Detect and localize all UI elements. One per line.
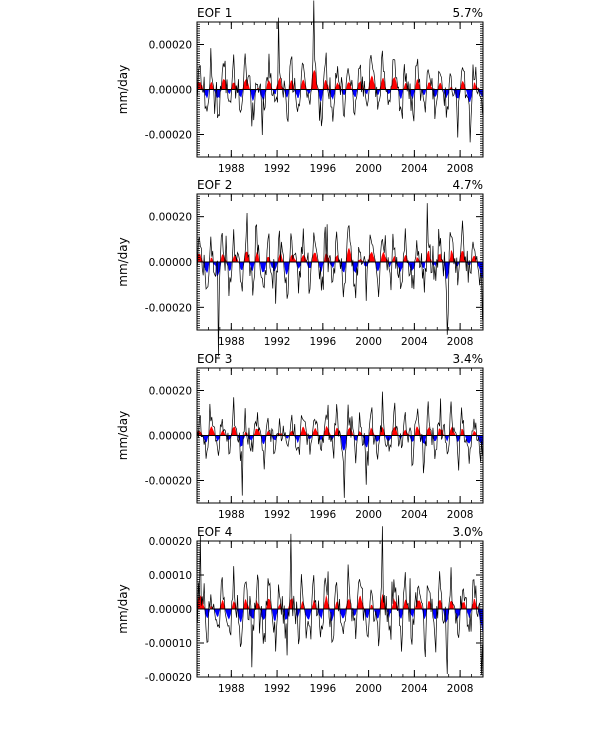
x-tick-label: 2000 — [355, 683, 382, 695]
y-tick-label: 0.00020 — [149, 386, 192, 398]
panel-title: EOF 2 — [197, 178, 232, 192]
x-tick-label: 1996 — [309, 163, 336, 175]
x-tick-label: 1992 — [264, 509, 291, 521]
y-tick-label: -0.00020 — [145, 130, 192, 142]
eof-panel-1: -0.00020 0.00000 0.00020 1988 1992 1996 2000 20… — [116, 0, 484, 175]
series-line — [197, 391, 483, 498]
y-tick-label: -0.00020 — [145, 476, 192, 488]
x-tick-label: 2008 — [447, 163, 474, 175]
x-tick-label: 1996 — [309, 683, 336, 695]
x-tick-label: 2000 — [355, 336, 382, 348]
positive-area — [197, 594, 483, 609]
x-tick-label: 2004 — [401, 163, 428, 175]
eof-panel-3: -0.00020 0.00000 0.00020 1988 1992 1996 2000 20… — [116, 352, 484, 521]
panel-title: EOF 3 — [197, 352, 232, 366]
variance-label: 5.7% — [453, 6, 484, 20]
variance-label: 4.7% — [453, 178, 484, 192]
y-axis-label: mm/day — [116, 584, 130, 634]
y-tick-label: 0.00000 — [149, 604, 192, 616]
negative-area — [197, 89, 483, 102]
y-axis-label: mm/day — [116, 65, 130, 115]
y-tick-label: 0.00010 — [149, 570, 192, 582]
x-tick-label: 2004 — [401, 683, 428, 695]
x-tick-label: 2000 — [355, 509, 382, 521]
x-tick-label: 1988 — [218, 509, 245, 521]
eof-panel-4: -0.00020 -0.00010 0.00000 0.00010 0.00020 198… — [116, 525, 484, 695]
x-tick-label: 2008 — [447, 336, 474, 348]
x-tick-label: 2004 — [401, 509, 428, 521]
y-tick-label: -0.00010 — [145, 638, 192, 650]
negative-area — [197, 609, 483, 633]
variance-label: 3.0% — [453, 525, 484, 539]
x-tick-label: 1996 — [309, 509, 336, 521]
y-axis-label: mm/day — [116, 411, 130, 461]
panel-title: EOF 1 — [197, 6, 232, 20]
y-tick-label: 0.00000 — [149, 431, 192, 443]
y-tick-label: 0.00020 — [149, 40, 192, 52]
x-tick-label: 1992 — [264, 336, 291, 348]
y-tick-label: -0.00020 — [145, 672, 192, 684]
variance-label: 3.4% — [453, 352, 484, 366]
panel-title: EOF 4 — [197, 525, 232, 539]
series-line — [197, 203, 483, 357]
y-tick-label: 0.00020 — [149, 212, 192, 224]
y-axis-label: mm/day — [116, 237, 130, 287]
x-tick-label: 2008 — [447, 509, 474, 521]
x-tick-label: 2008 — [447, 683, 474, 695]
series-line — [197, 526, 483, 675]
y-tick-label: 0.00020 — [149, 536, 192, 548]
x-tick-label: 2004 — [401, 336, 428, 348]
positive-area — [197, 70, 483, 90]
y-tick-label: -0.00020 — [145, 302, 192, 314]
x-tick-label: 1992 — [264, 683, 291, 695]
x-tick-label: 1988 — [218, 163, 245, 175]
x-tick-label: 1996 — [309, 336, 336, 348]
x-tick-label: 2000 — [355, 163, 382, 175]
positive-area — [197, 425, 483, 436]
eof-panel-2: -0.00020 0.00000 0.00020 1988 1992 1996 2000 20… — [116, 178, 484, 357]
x-tick-label: 1988 — [218, 683, 245, 695]
y-tick-label: 0.00000 — [149, 85, 192, 97]
x-tick-label: 1992 — [264, 163, 291, 175]
positive-area — [197, 247, 483, 262]
y-tick-label: 0.00000 — [149, 257, 192, 269]
x-tick-label: 1988 — [218, 336, 245, 348]
